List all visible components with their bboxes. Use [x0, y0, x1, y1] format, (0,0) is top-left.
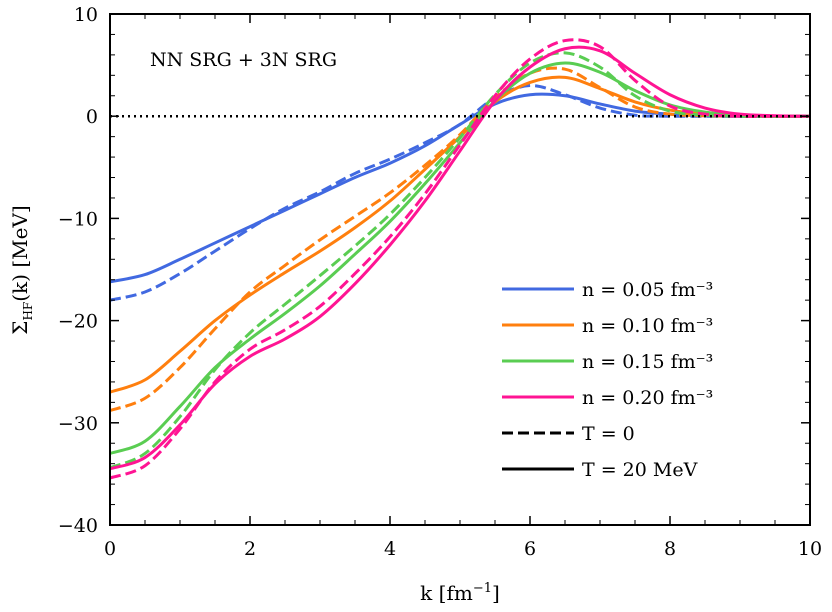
y-tick-label: −30	[58, 413, 98, 435]
chart-annotation: NN SRG + 3N SRG	[150, 49, 337, 71]
legend-label: n = 0.20 fm⁻³	[582, 387, 713, 409]
x-tick-label: 8	[664, 538, 676, 560]
y-tick-label: 10	[74, 4, 98, 26]
y-tick-label: −40	[58, 515, 98, 537]
series-line-n-02-t0	[109, 38, 810, 480]
x-tick-label: 0	[104, 538, 116, 560]
legend: n = 0.05 fm⁻³ n = 0.10 fm⁻³ n = 0.15 fm⁻³ n…	[502, 279, 713, 481]
x-tick-label: 10	[798, 538, 822, 560]
y-tick-label: 0	[86, 106, 98, 128]
x-tick-label: 4	[384, 538, 396, 560]
series-line-n-02-t20	[109, 45, 811, 471]
series-line-n-005-t20	[109, 92, 810, 284]
legend-label: T = 20 MeV	[582, 459, 698, 481]
legend-label: T = 0	[582, 423, 635, 445]
legend-label: n = 0.10 fm⁻³	[582, 315, 713, 337]
y-tick-label: −10	[58, 208, 98, 230]
curves-layer	[109, 38, 811, 480]
y-tick-label: −20	[58, 311, 98, 333]
legend-label: n = 0.05 fm⁻³	[582, 279, 713, 301]
series-line-n-015-t0	[109, 51, 810, 470]
x-tick-label: 6	[524, 538, 536, 560]
series-line-n-005-t0	[109, 84, 810, 302]
x-axis-label: k [fm−1]	[420, 581, 500, 605]
plot-frame	[109, 13, 811, 526]
y-axis-label: ΣHF(k) [MeV]	[8, 205, 35, 334]
series-line-n-01-t0	[109, 66, 810, 412]
x-tick-label: 2	[244, 538, 256, 560]
ticks-layer: 0 2 4 6 8 10 −40 −30 −20 −10 0 10	[58, 4, 822, 560]
legend-label: n = 0.15 fm⁻³	[582, 351, 713, 373]
